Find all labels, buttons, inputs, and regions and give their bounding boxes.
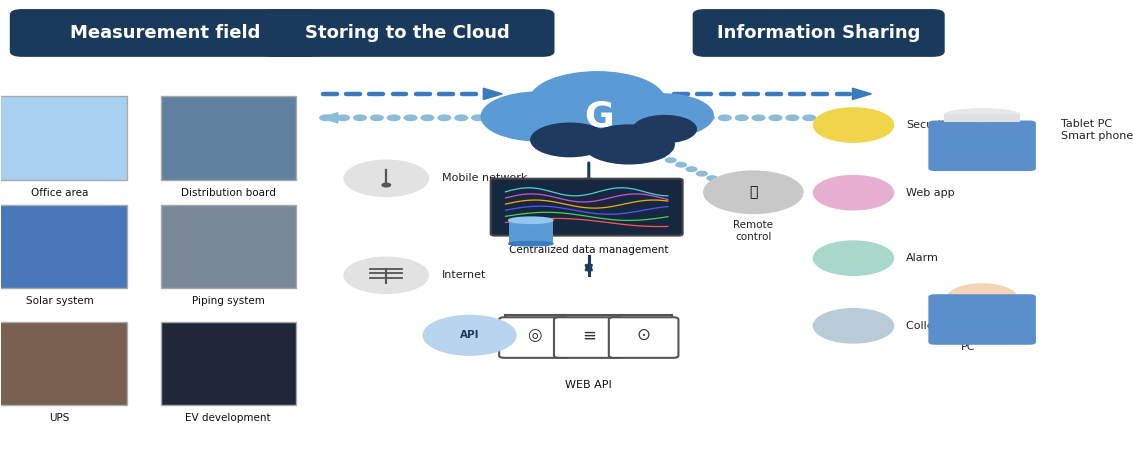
Text: Centralized data management: Centralized data management (509, 245, 669, 255)
FancyBboxPatch shape (10, 9, 320, 57)
Text: Solar system: Solar system (26, 296, 93, 306)
Text: Piping system: Piping system (192, 296, 264, 306)
Circle shape (666, 158, 676, 163)
Polygon shape (321, 113, 338, 123)
Circle shape (344, 257, 429, 293)
Circle shape (813, 108, 894, 142)
Circle shape (472, 115, 484, 120)
Circle shape (813, 241, 894, 275)
Circle shape (813, 309, 894, 343)
Circle shape (676, 163, 686, 167)
Ellipse shape (509, 242, 553, 246)
FancyBboxPatch shape (161, 322, 296, 405)
Text: Internet: Internet (442, 270, 486, 280)
Ellipse shape (945, 109, 1021, 121)
Text: Information Sharing: Information Sharing (717, 24, 921, 42)
Text: Remote
control: Remote control (734, 220, 773, 242)
Text: Web app: Web app (906, 188, 955, 197)
Circle shape (655, 153, 666, 158)
FancyBboxPatch shape (509, 220, 553, 244)
Circle shape (668, 115, 680, 120)
Text: ◎: ◎ (526, 326, 541, 344)
Circle shape (718, 180, 728, 185)
Circle shape (803, 115, 815, 120)
Circle shape (946, 110, 1018, 141)
Circle shape (337, 115, 349, 120)
Circle shape (719, 115, 731, 120)
Polygon shape (853, 88, 871, 99)
Circle shape (685, 115, 697, 120)
Circle shape (320, 115, 332, 120)
Text: Alarm: Alarm (906, 253, 939, 263)
Text: Measurement field: Measurement field (69, 24, 260, 42)
Text: API: API (460, 331, 480, 340)
Circle shape (706, 176, 718, 180)
Circle shape (837, 115, 849, 120)
FancyBboxPatch shape (693, 9, 945, 57)
Circle shape (612, 94, 713, 137)
Circle shape (423, 316, 516, 355)
FancyBboxPatch shape (945, 114, 1021, 122)
Text: Security: Security (906, 120, 953, 130)
Circle shape (354, 115, 366, 120)
Circle shape (786, 115, 798, 120)
Text: Collecting data: Collecting data (906, 321, 990, 331)
Text: G: G (584, 99, 615, 133)
Text: Storing to the Cloud: Storing to the Cloud (305, 24, 510, 42)
Circle shape (371, 115, 383, 120)
FancyBboxPatch shape (609, 317, 678, 358)
Polygon shape (483, 88, 502, 99)
Text: UPS: UPS (49, 413, 69, 423)
Text: ⊙: ⊙ (636, 326, 651, 344)
FancyBboxPatch shape (161, 96, 296, 180)
Text: Mobile network: Mobile network (442, 173, 527, 183)
Ellipse shape (509, 217, 553, 223)
Circle shape (455, 115, 467, 120)
Circle shape (696, 172, 708, 176)
Circle shape (404, 115, 417, 120)
Text: Tablet PC
Smart phone: Tablet PC Smart phone (1061, 119, 1134, 141)
FancyBboxPatch shape (161, 205, 296, 288)
FancyBboxPatch shape (929, 294, 1036, 345)
Circle shape (564, 104, 660, 145)
Circle shape (481, 92, 595, 141)
Circle shape (531, 123, 609, 157)
Circle shape (686, 167, 696, 172)
Circle shape (584, 125, 675, 164)
Circle shape (382, 183, 390, 187)
Circle shape (702, 115, 714, 120)
Circle shape (946, 284, 1018, 315)
FancyBboxPatch shape (491, 179, 683, 236)
Circle shape (752, 115, 765, 120)
Text: 📲: 📲 (750, 185, 758, 199)
Text: WEB API: WEB API (566, 380, 612, 390)
FancyBboxPatch shape (499, 317, 569, 358)
Text: EV development: EV development (185, 413, 271, 423)
Circle shape (813, 176, 894, 210)
Circle shape (530, 72, 665, 129)
Text: Distribution board: Distribution board (180, 188, 276, 197)
Text: ≡: ≡ (582, 326, 595, 344)
FancyBboxPatch shape (0, 322, 127, 405)
Circle shape (704, 171, 803, 213)
FancyBboxPatch shape (0, 205, 127, 288)
FancyBboxPatch shape (929, 120, 1036, 171)
Circle shape (525, 107, 610, 143)
Text: Office area: Office area (31, 188, 88, 197)
Circle shape (633, 116, 696, 143)
Circle shape (735, 115, 748, 120)
Circle shape (645, 149, 655, 153)
Circle shape (820, 115, 832, 120)
Circle shape (421, 115, 434, 120)
Text: PC: PC (960, 341, 975, 351)
Circle shape (438, 115, 450, 120)
FancyBboxPatch shape (0, 96, 127, 180)
Circle shape (388, 115, 400, 120)
FancyBboxPatch shape (261, 9, 555, 57)
FancyBboxPatch shape (555, 317, 624, 358)
Circle shape (769, 115, 781, 120)
Circle shape (344, 160, 429, 196)
